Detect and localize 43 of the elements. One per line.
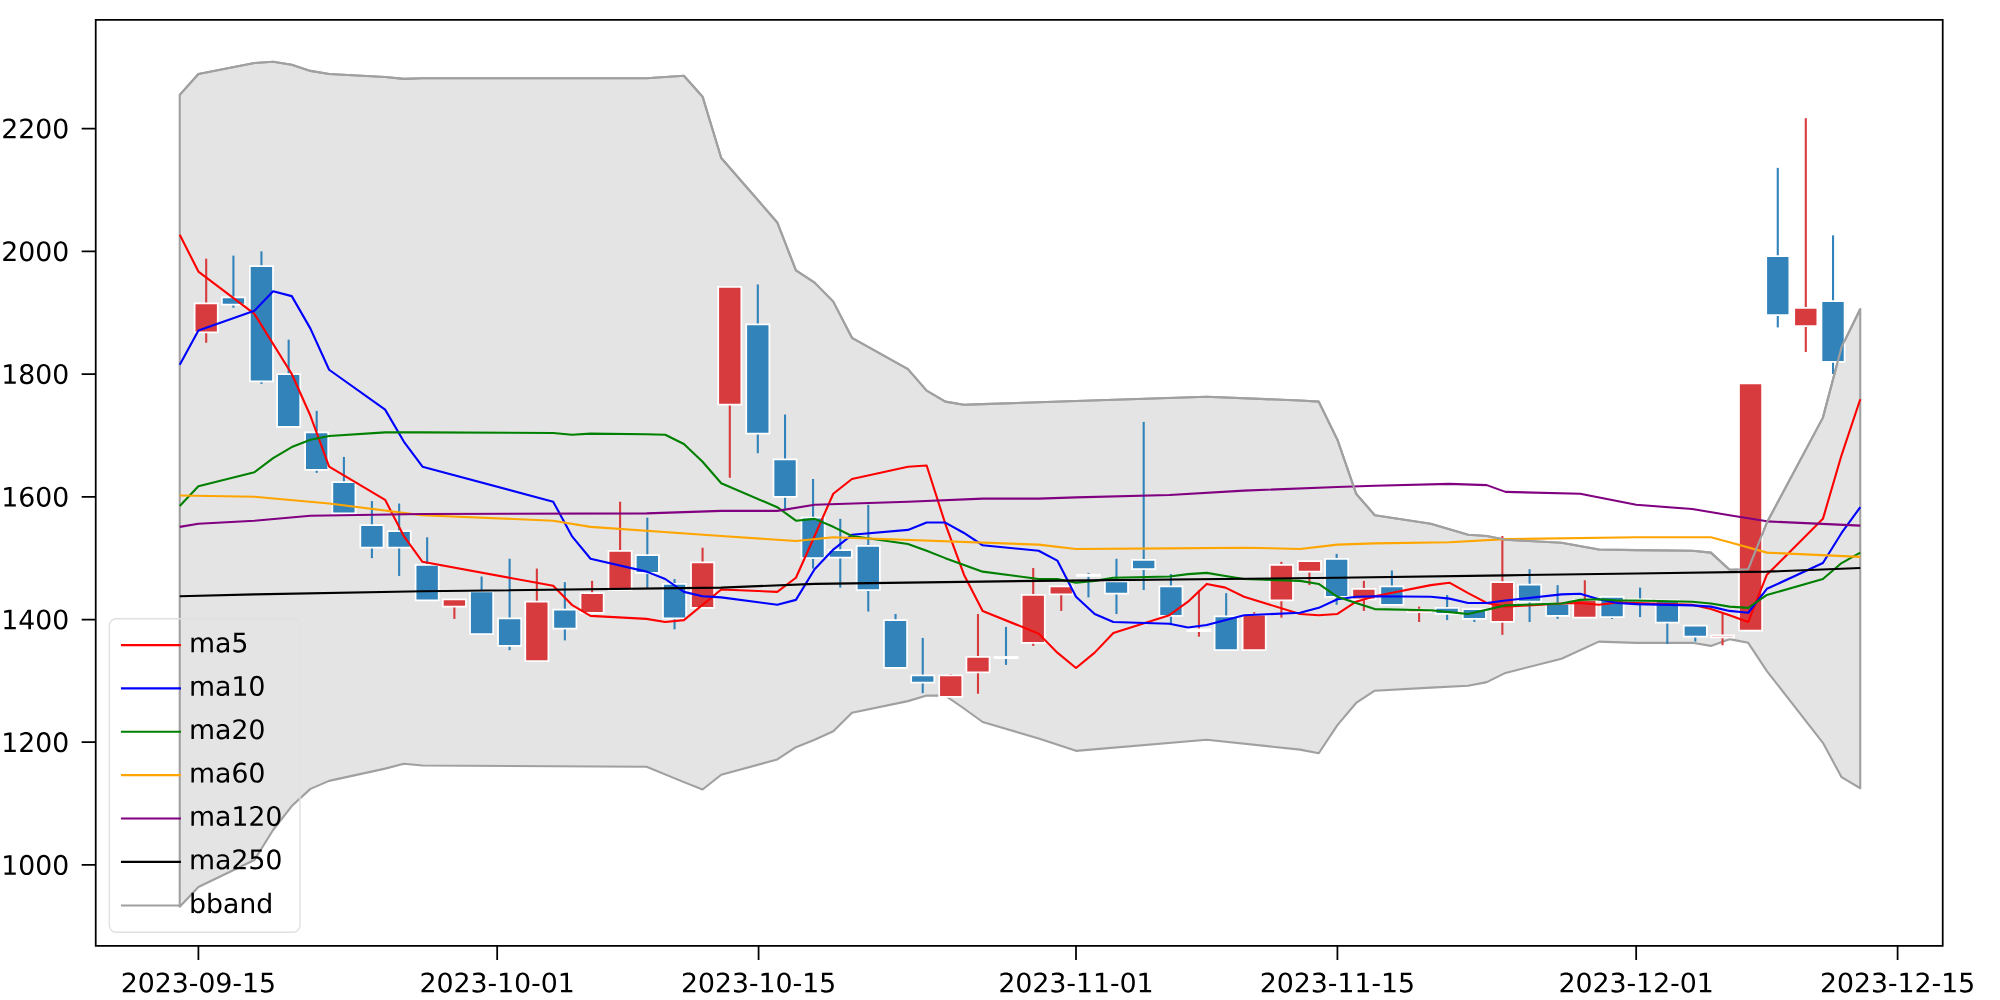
x-tick-label: 2023-10-15 <box>682 972 834 993</box>
candlestick <box>1048 585 1074 612</box>
candlestick <box>579 579 605 614</box>
x-tick-label: 2023-10-01 <box>421 972 573 993</box>
candlestick <box>910 636 936 695</box>
x-tick-label: 2023-12-15 <box>1821 972 1973 993</box>
candlestick <box>1793 117 1819 354</box>
y-tick-label: 1800 <box>4 363 68 385</box>
y-tick-label: 1000 <box>4 854 68 876</box>
y-tick-label: 1400 <box>4 609 68 630</box>
y-tick-label: 1200 <box>4 732 68 753</box>
legend-label: ma60 <box>191 762 264 783</box>
candlestick <box>386 502 412 578</box>
legend-label: ma10 <box>191 675 264 697</box>
legend-label: ma120 <box>191 805 281 827</box>
candlestick <box>552 581 578 642</box>
candlestick <box>634 516 660 590</box>
y-tick-label: 2000 <box>3 241 68 262</box>
candlestick <box>1076 571 1101 599</box>
candlestick <box>827 517 853 589</box>
candlestick <box>1296 560 1322 587</box>
line-series <box>178 482 1862 528</box>
candlestick <box>220 254 246 309</box>
x-tick-label: 2023-11-01 <box>1000 972 1152 993</box>
x-tick-label: 2023-09-15 <box>122 972 274 993</box>
candlestick <box>1186 589 1212 638</box>
candlestick <box>993 625 1019 666</box>
legend-label: ma250 <box>191 849 281 870</box>
line-series <box>178 566 1862 598</box>
x-tick-label: 2023-11-15 <box>1261 972 1413 993</box>
y-tick-label: 2200 <box>3 118 68 139</box>
candlestick <box>938 673 964 698</box>
legend-label: bband <box>191 892 271 914</box>
candlestick <box>965 612 991 695</box>
x-tick-label: 2023-12-01 <box>1560 972 1712 993</box>
y-tick-label: 1600 <box>4 486 68 507</box>
legend-label: ma5 <box>191 632 247 653</box>
candlestick <box>441 598 467 620</box>
candlestick <box>1131 420 1157 592</box>
legend-label: ma20 <box>191 719 264 740</box>
candlestick <box>1517 568 1543 624</box>
candlestick <box>359 500 385 560</box>
candlestick <box>1104 557 1129 616</box>
